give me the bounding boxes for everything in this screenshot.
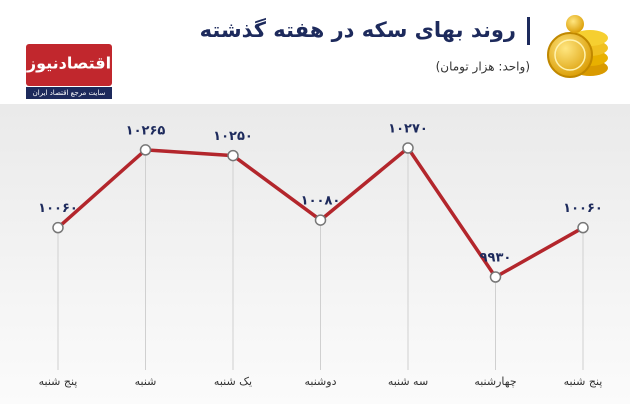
x-tick-label: شنبه bbox=[135, 375, 157, 388]
logo-box bbox=[26, 44, 112, 86]
data-point bbox=[577, 221, 589, 234]
value-label: ۱۰۰۶۰ bbox=[38, 201, 78, 216]
coins-icon bbox=[547, 15, 608, 78]
x-tick-label: پنج شنبه bbox=[564, 375, 603, 388]
title-bar bbox=[527, 17, 530, 45]
value-label: ۱۰۲۷۰ bbox=[388, 122, 428, 137]
x-tick-label: چهارشنبه bbox=[474, 375, 516, 388]
x-tick-label: یک شنبه bbox=[214, 375, 252, 388]
chart-subtitle: (واحد: هزار تومان) bbox=[436, 60, 530, 75]
data-point bbox=[227, 149, 239, 162]
data-point bbox=[314, 214, 327, 226]
data-point bbox=[52, 221, 64, 234]
logo-strip bbox=[26, 87, 112, 99]
x-tick-label: دوشنبه bbox=[305, 375, 337, 388]
value-label: ۱۰۲۵۰ bbox=[213, 129, 253, 144]
data-point bbox=[139, 144, 152, 156]
value-label: ۱۰۰۸۰ bbox=[301, 194, 341, 209]
logo-name: اقتصادنیوز bbox=[26, 54, 111, 73]
data-point bbox=[489, 271, 502, 283]
logo: اقتصادنیوز سایت مرجع اقتصاد ایران bbox=[26, 44, 112, 99]
value-label: ۱۰۰۶۰ bbox=[563, 201, 603, 216]
value-label: ۱۰۲۶۵ bbox=[126, 123, 166, 138]
data-point bbox=[402, 142, 414, 154]
x-tick-label: پنج شنبه bbox=[39, 375, 78, 388]
chart-title: روند بهای سکه در هفته گذشته bbox=[200, 17, 516, 42]
x-tick-label: سه شنبه bbox=[388, 375, 428, 388]
value-label: ۹۹۳۰ bbox=[480, 251, 512, 266]
logo-tagline: سایت مرجع اقتصاد ایران bbox=[33, 89, 106, 97]
